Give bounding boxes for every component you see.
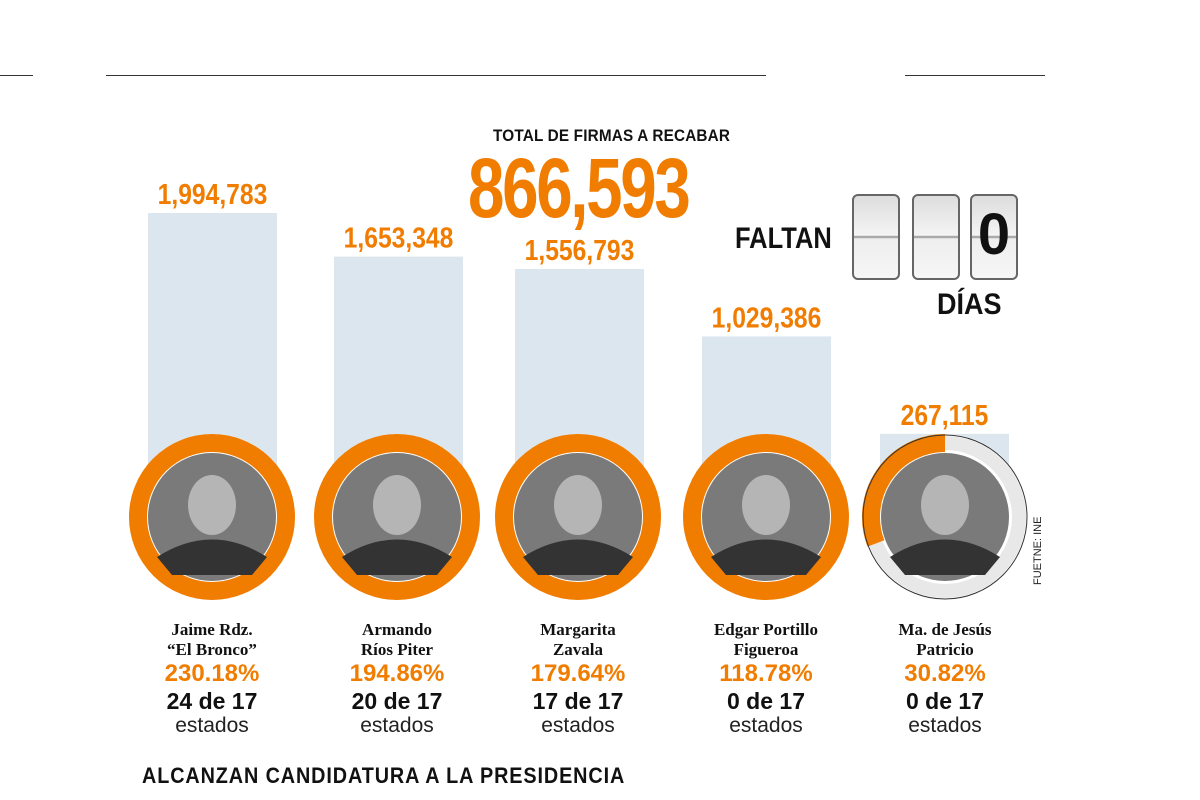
candidate-pct: 194.86% <box>349 660 445 687</box>
progress-ring <box>314 434 480 600</box>
top-rule-center <box>106 75 766 76</box>
candidate-name2: Zavala <box>552 640 604 659</box>
photo-face <box>188 475 236 535</box>
candidate-name1: Ma. de Jesús <box>898 620 992 639</box>
candidate-unit: estados <box>908 714 982 737</box>
photo-face <box>921 475 969 535</box>
flip-digit-2 <box>912 194 960 280</box>
candidate-unit: estados <box>360 714 434 737</box>
photo-shoulders <box>342 539 452 575</box>
photo-shoulders <box>711 539 821 575</box>
top-rule-left <box>0 75 33 76</box>
candidate-5: Ma. de Jesús Patricio 30.82% 0 de 17 estados <box>855 620 1035 738</box>
progress-ring <box>862 434 946 547</box>
candidate-pct: 30.82% <box>904 660 986 687</box>
digit: 0 <box>977 202 1011 267</box>
bar <box>148 213 277 468</box>
candidate-3: Margarita Zavala 179.64% 17 de 17 estados <box>488 620 668 738</box>
candidate-4: Edgar Portillo Figueroa 118.78% 0 de 17 esta… <box>676 620 856 738</box>
candidate-unit: estados <box>729 714 803 737</box>
bar-value-label: 1,653,348 <box>344 222 454 254</box>
bar-value-label: 267,115 <box>901 399 989 431</box>
candidate-states: 0 de 17 <box>906 688 984 714</box>
candidate-2: Armando Ríos Piter 194.86% 20 de 17 estados <box>307 620 487 738</box>
total-label: TOTAL DE FIRMAS A RECABAR <box>493 126 731 145</box>
progress-ring <box>129 434 295 600</box>
candidate-states: 24 de 17 <box>166 688 258 714</box>
candidate-pct: 118.78% <box>719 660 813 687</box>
candidate-name1: Armando <box>362 620 432 639</box>
photo-shoulders <box>523 539 633 575</box>
photo-shoulders <box>157 539 267 575</box>
footer-caption: ALCANZAN CANDIDATURA A LA PRESIDENCIA <box>142 763 626 788</box>
candidate-name1: Margarita <box>540 620 616 639</box>
candidate-unit: estados <box>175 714 249 737</box>
photo-shoulders <box>890 539 1000 575</box>
candidate-states: 20 de 17 <box>351 688 443 714</box>
bar-value-label: 1,556,793 <box>525 234 635 266</box>
candidate-1: Jaime Rdz. “El Bronco” 230.18% 24 de 17 esta… <box>122 620 302 738</box>
candidate-pct: 230.18% <box>164 660 260 687</box>
candidate-name2: “El Bronco” <box>167 640 257 659</box>
progress-ring <box>683 434 849 600</box>
candidate-name1: Jaime Rdz. <box>171 620 253 639</box>
bar <box>334 256 463 468</box>
candidate-unit: estados <box>541 714 615 737</box>
candidate-states: 17 de 17 <box>532 688 624 714</box>
ring-outline <box>862 434 1028 600</box>
bar-value-label: 1,994,783 <box>158 178 268 210</box>
progress-ring <box>495 434 661 600</box>
photo-face <box>373 475 421 535</box>
countdown-prefix: FALTAN <box>735 222 832 255</box>
photo-face <box>742 475 790 535</box>
total-value: 866,593 <box>468 141 691 235</box>
photo-face <box>554 475 602 535</box>
top-rule-right <box>905 75 1045 76</box>
flip-digit-3: 0 <box>970 194 1018 280</box>
candidate-name2: Patricio <box>916 640 974 659</box>
candidate-states: 0 de 17 <box>727 688 805 714</box>
flip-digit-1 <box>852 194 900 280</box>
countdown-suffix: DÍAS <box>937 288 1002 321</box>
candidate-name1: Edgar Portillo <box>713 620 819 639</box>
candidate-name2: Figueroa <box>733 640 799 659</box>
bar-value-label: 1,029,386 <box>712 302 822 334</box>
source-note: FUETNE: INE <box>1032 516 1044 585</box>
candidate-name2: Ríos Piter <box>360 640 434 659</box>
candidate-pct: 179.64% <box>530 660 626 687</box>
